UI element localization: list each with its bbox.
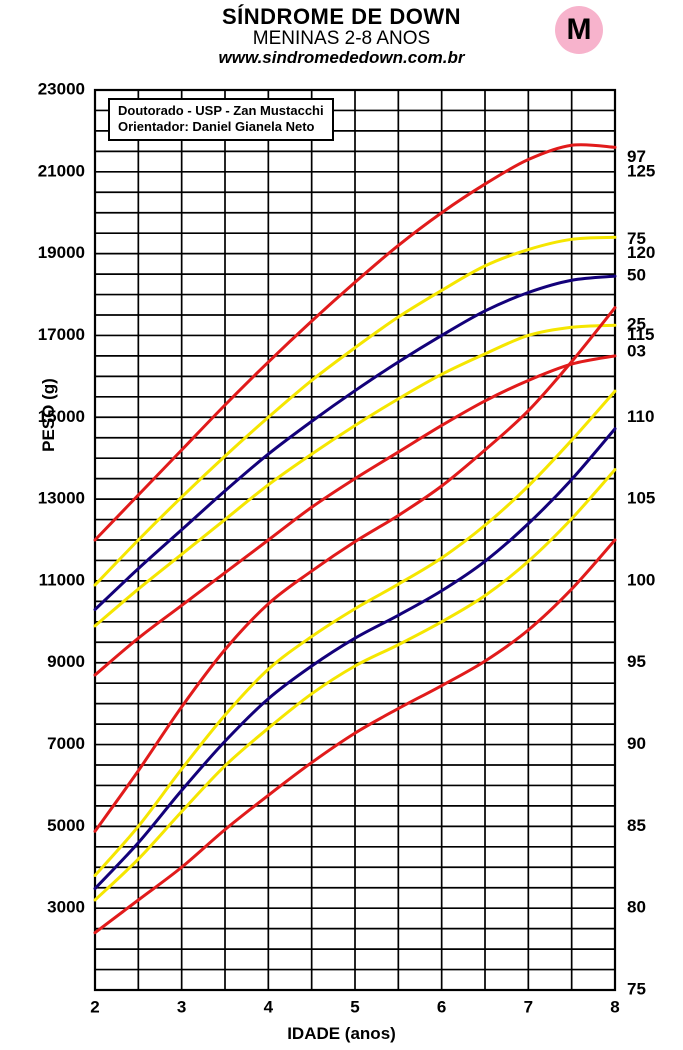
svg-text:25: 25 — [627, 315, 646, 334]
svg-text:23000: 23000 — [38, 79, 85, 98]
page: SÍNDROME DE DOWN MENINAS 2-8 ANOS www.si… — [0, 0, 683, 1050]
svg-text:50: 50 — [627, 266, 646, 285]
svg-text:5000: 5000 — [47, 816, 85, 835]
svg-text:2: 2 — [90, 997, 99, 1016]
svg-text:5: 5 — [350, 997, 359, 1016]
svg-text:80: 80 — [627, 898, 646, 917]
x-axis-label: IDADE (anos) — [0, 1024, 683, 1044]
svg-text:6: 6 — [437, 997, 446, 1016]
svg-text:105: 105 — [627, 489, 655, 508]
svg-text:75: 75 — [627, 229, 646, 248]
svg-text:4: 4 — [264, 997, 274, 1016]
chart-area: 3000500070009000110001300015000170001900… — [0, 0, 683, 1050]
svg-text:19000: 19000 — [38, 243, 85, 262]
svg-text:97: 97 — [627, 147, 646, 166]
svg-text:3: 3 — [177, 997, 186, 1016]
svg-text:03: 03 — [627, 341, 646, 360]
info-line-1: Doutorado - USP - Zan Mustacchi — [118, 103, 324, 119]
svg-text:11000: 11000 — [39, 570, 85, 589]
svg-text:75: 75 — [627, 979, 646, 998]
svg-text:90: 90 — [627, 734, 646, 753]
svg-text:13000: 13000 — [38, 489, 85, 508]
svg-text:21000: 21000 — [38, 161, 85, 180]
svg-text:7000: 7000 — [47, 734, 85, 753]
svg-text:85: 85 — [627, 816, 646, 835]
growth-chart-svg: 3000500070009000110001300015000170001900… — [0, 0, 683, 1050]
svg-text:7: 7 — [524, 997, 533, 1016]
svg-text:8: 8 — [610, 997, 619, 1016]
y-axis-left-label: PESO (g) — [39, 378, 59, 452]
svg-text:110: 110 — [627, 407, 654, 426]
svg-text:100: 100 — [627, 570, 655, 589]
svg-text:95: 95 — [627, 652, 646, 671]
svg-text:17000: 17000 — [38, 325, 85, 344]
svg-text:9000: 9000 — [47, 652, 85, 671]
info-box: Doutorado - USP - Zan Mustacchi Orientad… — [108, 98, 334, 141]
info-line-2: Orientador: Daniel Gianela Neto — [118, 119, 324, 135]
svg-text:3000: 3000 — [47, 898, 85, 917]
